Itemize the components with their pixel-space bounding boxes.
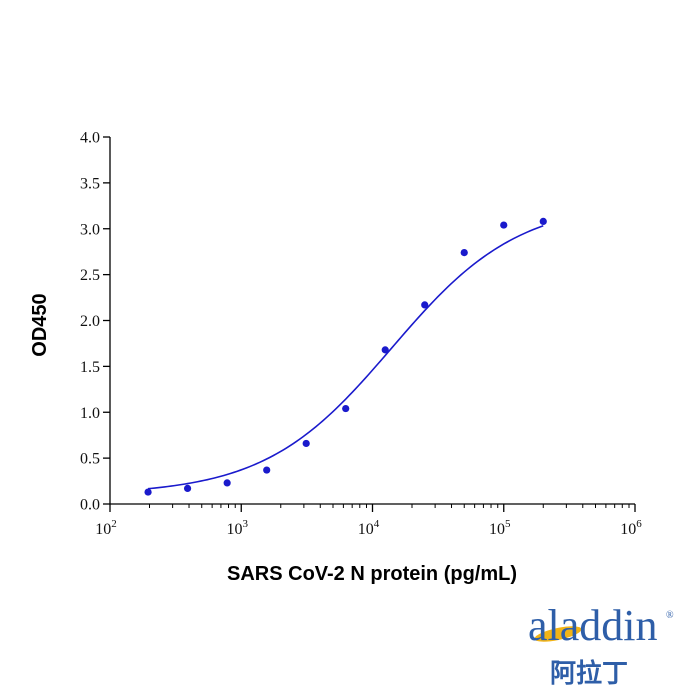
aladdin-logo: aladdin ® 阿拉丁 xyxy=(528,601,674,688)
y-tick-label: 0.5 xyxy=(80,451,100,468)
data-point xyxy=(460,249,468,257)
x-tick-label: 103 xyxy=(227,518,249,538)
fit-curve-line xyxy=(147,225,544,490)
y-tick-label: 3.5 xyxy=(80,175,100,192)
data-point xyxy=(500,221,508,229)
y-tick-label: 3.0 xyxy=(80,221,100,238)
data-point xyxy=(342,404,350,413)
y-tick-label: 4.0 xyxy=(80,130,100,147)
x-tick-label: 105 xyxy=(489,518,511,538)
data-point xyxy=(183,484,192,493)
logo-wordmark: aladdin xyxy=(528,601,658,650)
y-tick-label: 0.0 xyxy=(80,497,100,514)
x-tick-base: 10 xyxy=(227,521,243,538)
x-tick-label: 104 xyxy=(358,518,380,538)
data-points-layer xyxy=(144,217,547,496)
x-tick-base: 10 xyxy=(358,521,374,538)
data-point xyxy=(302,439,310,448)
data-point xyxy=(539,217,547,226)
x-tick-exponent: 5 xyxy=(505,518,511,530)
data-point xyxy=(263,466,271,474)
data-point xyxy=(421,301,429,309)
x-axis-title: SARS CoV-2 N protein (pg/mL) xyxy=(227,563,517,585)
fit-curve-layer xyxy=(147,225,544,490)
x-tick-base: 10 xyxy=(620,521,636,538)
data-point xyxy=(223,479,231,487)
y-tick-label: 2.0 xyxy=(80,313,100,330)
x-axis: 102 103 104 105 106 xyxy=(95,503,642,538)
x-tick-exponent: 6 xyxy=(636,518,642,530)
x-tick-label: 106 xyxy=(620,518,642,538)
y-tick-label: 2.5 xyxy=(80,267,100,284)
x-tick-base: 10 xyxy=(489,521,505,538)
x-tick-base: 10 xyxy=(95,521,111,538)
y-axis-title: OD450 xyxy=(29,293,51,356)
y-tick-label: 1.0 xyxy=(80,405,100,422)
y-axis: 0.0 0.5 1.0 1.5 2.0 2.5 3.0 3.5 4.0 xyxy=(80,130,111,514)
logo-accent-swoosh xyxy=(534,626,582,642)
x-tick-label: 102 xyxy=(95,518,117,538)
data-point xyxy=(144,488,152,496)
y-tick-label: 1.5 xyxy=(80,359,100,376)
data-point xyxy=(381,346,389,354)
x-tick-exponent: 2 xyxy=(111,518,117,530)
x-tick-exponent: 3 xyxy=(243,518,249,530)
logo-registered-mark: ® xyxy=(666,610,674,621)
logo-chinese-name: 阿拉丁 xyxy=(550,658,628,688)
x-tick-exponent: 4 xyxy=(374,518,380,530)
